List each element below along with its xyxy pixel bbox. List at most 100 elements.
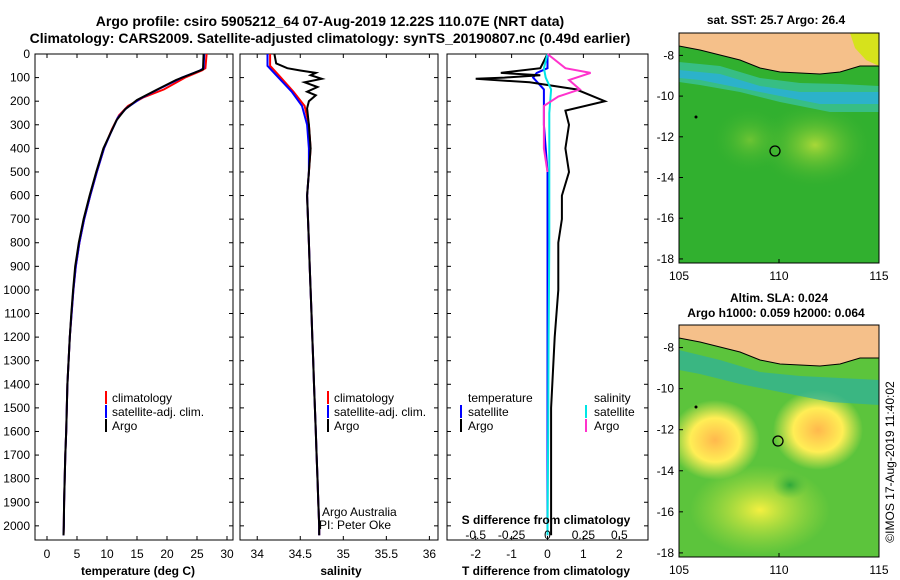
map1-title: sat. SST: 25.7 Argo: 26.4	[707, 13, 846, 27]
series-line	[269, 54, 321, 536]
map-x-tick-label: 115	[869, 269, 888, 283]
map-y-tick-label: -8	[663, 341, 674, 355]
y-tick-label: 1900	[3, 495, 30, 509]
high-sla-east	[773, 390, 863, 470]
map-y-tick-label: -8	[663, 48, 674, 62]
y-tick-label: 500	[10, 165, 30, 179]
land-edge	[850, 33, 879, 66]
map2-axes: 105 110 115 -8 -10 -12 -14 -16 -18	[657, 341, 889, 577]
map-y-tick-label: -18	[657, 252, 675, 266]
map2-subtitle: Argo h1000: 0.059 h2000: 0.064	[687, 306, 865, 320]
series-line	[62, 53, 206, 536]
map-x-tick-label: 105	[669, 269, 689, 283]
x-tick-label: 20	[160, 547, 174, 561]
difference-panel: -2 -1 0 1 2	[446, 53, 649, 561]
map-y-tick-label: -14	[657, 171, 675, 185]
y-tick-label: 0	[23, 47, 30, 61]
x-tick-label: 1	[580, 547, 587, 561]
y-tick-label: 1800	[3, 472, 30, 486]
y-tick-label: 1300	[3, 354, 30, 368]
low-sla-patch	[772, 471, 808, 499]
legend-label-argo: Argo	[334, 419, 360, 433]
x-tick-label: 0	[544, 547, 551, 561]
legend-label-climatology: climatology	[112, 391, 172, 405]
x-tick-label: 36	[423, 547, 437, 561]
y-tick-label: 600	[10, 189, 30, 203]
y-tick-label: 1100	[4, 307, 30, 321]
legend-label-argo: Argo	[112, 419, 138, 433]
legend-label-t-satellite: satellite	[468, 405, 509, 419]
island-marker	[694, 115, 698, 119]
coastal-band	[679, 350, 879, 405]
map-y-tick-label: -10	[657, 89, 675, 103]
y-tick-label: 1700	[3, 448, 30, 462]
legend-difference: temperature satellite Argo salinity sate…	[460, 391, 635, 433]
legend-title-temperature: temperature	[468, 391, 533, 405]
x-tick-label: -1	[506, 547, 517, 561]
x-tick-label: -2	[470, 547, 481, 561]
x-axis-label-t-difference: T difference from climatology	[462, 564, 630, 578]
x-tick-label: 10	[100, 547, 114, 561]
y-tick-label: 300	[10, 118, 30, 132]
s-difference-title: S difference from climatology	[462, 513, 631, 527]
high-sla-south	[690, 465, 830, 555]
x-tick-label: 35.5	[375, 547, 399, 561]
map-y-tick-label: -12	[657, 423, 675, 437]
legend-label-s-satellite: satellite	[594, 405, 635, 419]
java-land	[679, 325, 879, 367]
map2-title: Altim. SLA: 0.024	[730, 291, 828, 305]
salinity-panel: 34 34.5 35 35.5 36	[239, 53, 439, 561]
chart-subtitle: Climatology: CARS2009. Satellite-adjuste…	[29, 30, 631, 46]
x-tick-label: 30	[220, 547, 234, 561]
map-x-tick-label: 110	[769, 563, 788, 577]
plot-frame	[239, 53, 439, 541]
x-tick-label: 34	[251, 547, 265, 561]
map-y-tick-label: -16	[657, 211, 675, 225]
map-x-tick-label: 105	[669, 563, 689, 577]
watermark: ©IMOS 17-Aug-2019 11:40:02	[883, 381, 897, 543]
legend-label-t-argo: Argo	[468, 419, 494, 433]
temperature-panel: 0 5 10 15 20 25 30	[34, 53, 234, 561]
pi-text: PI: Peter Oke	[319, 518, 391, 532]
y-tick-label: 800	[10, 236, 30, 250]
map-y-tick-label: -10	[657, 382, 675, 396]
map-y-tick-label: -14	[657, 464, 675, 478]
x-tick-label: 2	[616, 547, 623, 561]
s-tick-label: -0.25	[498, 528, 526, 542]
y-tick-label: 200	[10, 94, 30, 108]
y-tick-label: 400	[10, 141, 30, 155]
legend-label-satellite: satellite-adj. clim.	[334, 405, 426, 419]
depth-axis: 0 100 200 300 400 500 600 700 800 900 1000 1100 1200…	[3, 47, 30, 533]
java-land	[679, 33, 879, 75]
map1-axes: 105 110 115 -8 -10 -12 -14 -16 -18	[657, 48, 889, 283]
legend-temperature: climatology satellite-adj. clim. Argo	[105, 391, 204, 433]
y-tick-label: 1600	[3, 424, 30, 438]
series-line	[542, 53, 591, 173]
x-tick-label: 15	[130, 547, 144, 561]
series-line	[475, 53, 609, 536]
legend-salinity: climatology satellite-adj. clim. Argo	[327, 391, 426, 433]
series-line	[542, 53, 553, 536]
map-y-tick-label: -18	[657, 546, 675, 560]
x-tick-label: 34.5	[289, 547, 313, 561]
y-tick-label: 2000	[3, 519, 30, 533]
high-sla-west	[679, 400, 760, 480]
y-tick-label: 1200	[3, 330, 30, 344]
sla-map	[679, 325, 879, 557]
x-tick-label: 0	[44, 547, 51, 561]
map-x-tick-label: 110	[769, 269, 788, 283]
map-x-tick-label: 115	[869, 563, 888, 577]
legend-label-s-argo: Argo	[594, 419, 620, 433]
series-line	[62, 53, 208, 536]
island-marker	[694, 405, 698, 409]
x-axis-label-salinity: salinity	[320, 564, 362, 578]
legend-label-climatology: climatology	[334, 391, 394, 405]
legend-label-satellite: satellite-adj. clim.	[112, 405, 204, 419]
s-tick-label: -0.5	[465, 528, 486, 542]
x-tick-label: 25	[190, 547, 204, 561]
map-y-tick-label: -16	[657, 505, 675, 519]
x-tick-label: 5	[74, 547, 81, 561]
argo-float-marker	[772, 435, 784, 447]
x-tick-label: 35	[337, 547, 351, 561]
